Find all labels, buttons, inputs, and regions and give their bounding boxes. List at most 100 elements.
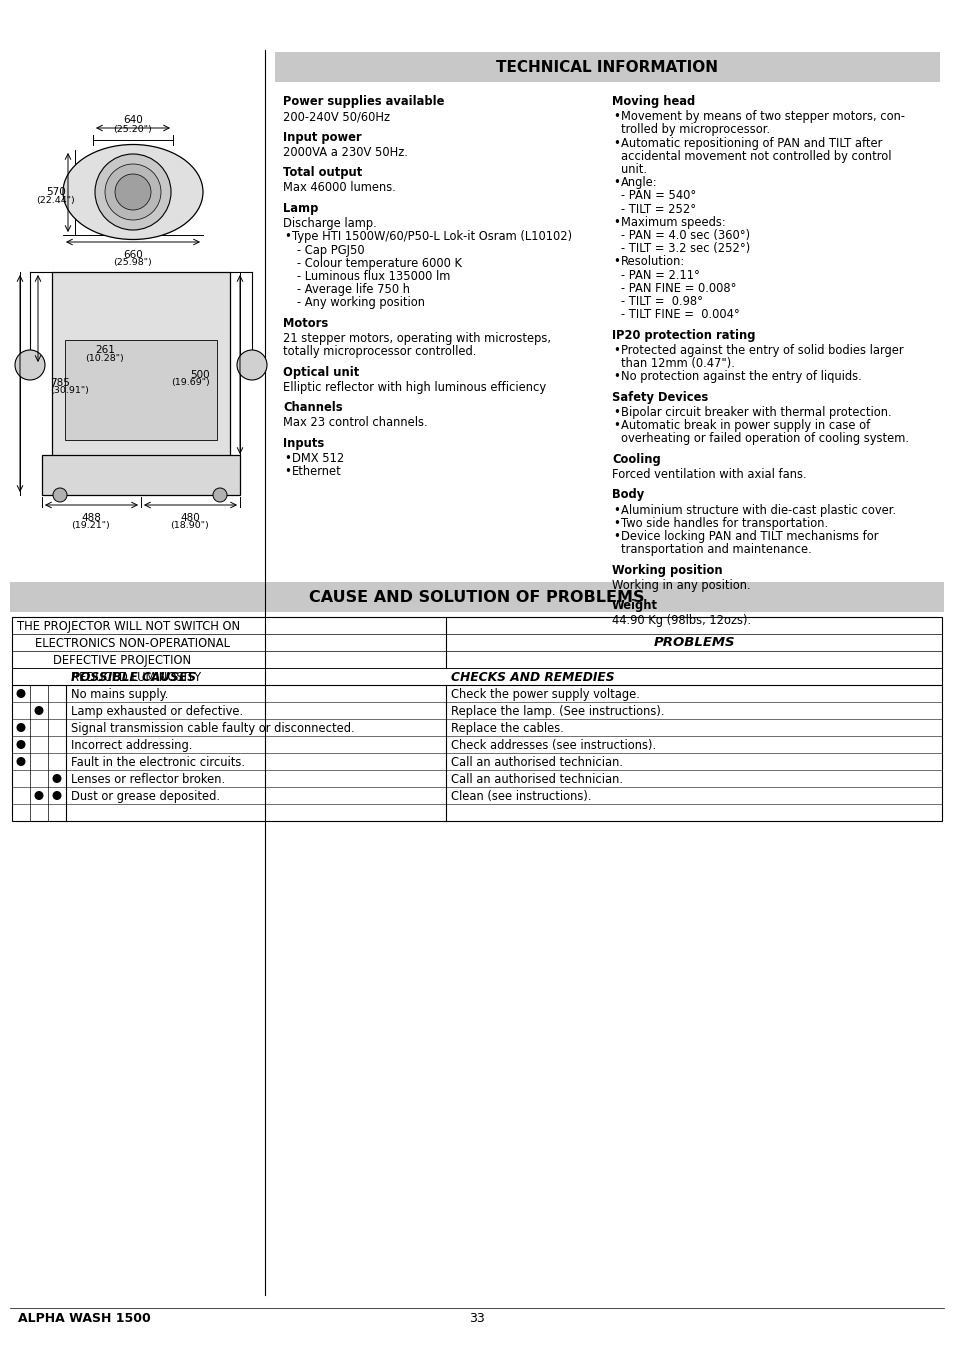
Circle shape <box>105 163 161 220</box>
Text: Check addresses (see instructions).: Check addresses (see instructions). <box>451 738 656 752</box>
Text: •: • <box>284 231 291 243</box>
Circle shape <box>213 487 227 502</box>
Text: 488: 488 <box>81 513 101 522</box>
Text: No mains supply.: No mains supply. <box>71 688 168 701</box>
Text: Clean (see instructions).: Clean (see instructions). <box>451 790 591 803</box>
Text: •: • <box>613 406 619 418</box>
Text: Lamp: Lamp <box>283 202 318 215</box>
Circle shape <box>52 774 61 783</box>
Text: - PAN FINE = 0.008°: - PAN FINE = 0.008° <box>620 282 736 294</box>
Circle shape <box>236 350 267 379</box>
Text: Input power: Input power <box>283 131 361 143</box>
Circle shape <box>16 757 26 765</box>
Text: Device locking PAN and TILT mechanisms for: Device locking PAN and TILT mechanisms f… <box>620 531 878 543</box>
Text: - TILT =  0.98°: - TILT = 0.98° <box>620 296 702 308</box>
Text: (25.20"): (25.20") <box>113 126 152 134</box>
Text: ALPHA WASH 1500: ALPHA WASH 1500 <box>18 1312 151 1324</box>
Text: Safety Devices: Safety Devices <box>612 390 707 404</box>
Text: 33: 33 <box>469 1312 484 1324</box>
Circle shape <box>52 791 61 801</box>
Text: (19.21"): (19.21") <box>71 521 111 531</box>
Text: Angle:: Angle: <box>620 177 657 189</box>
Text: Motors: Motors <box>283 317 328 329</box>
Text: IP20 protection rating: IP20 protection rating <box>612 328 755 342</box>
Circle shape <box>95 154 171 230</box>
Text: Power supplies available: Power supplies available <box>283 95 444 108</box>
Text: - TILT = 3.2 sec (252°): - TILT = 3.2 sec (252°) <box>620 242 749 255</box>
Text: Working position: Working position <box>612 563 721 576</box>
Text: Total output: Total output <box>283 166 362 180</box>
Bar <box>42 455 240 495</box>
Text: - Average life 750 h: - Average life 750 h <box>296 284 410 296</box>
Text: 480: 480 <box>180 513 200 522</box>
Text: Lenses or reflector broken.: Lenses or reflector broken. <box>71 774 225 786</box>
Text: unit.: unit. <box>620 163 646 176</box>
Text: overheating or failed operation of cooling system.: overheating or failed operation of cooli… <box>620 432 908 446</box>
Text: Protected against the entry of solid bodies larger: Protected against the entry of solid bod… <box>620 344 902 356</box>
Ellipse shape <box>63 144 203 239</box>
Text: •: • <box>613 177 619 189</box>
Text: Fault in the electronic circuits.: Fault in the electronic circuits. <box>71 756 245 770</box>
Text: Automatic break in power supply in case of: Automatic break in power supply in case … <box>620 418 869 432</box>
Circle shape <box>15 350 45 379</box>
Text: Lamp exhausted or defective.: Lamp exhausted or defective. <box>71 705 243 718</box>
Text: 640: 640 <box>123 115 143 126</box>
Text: (30.91"): (30.91") <box>50 386 89 396</box>
Text: than 12mm (0.47").: than 12mm (0.47"). <box>620 356 734 370</box>
Text: Call an authorised technician.: Call an authorised technician. <box>451 756 622 770</box>
Text: REDUCED LUMINOSITY: REDUCED LUMINOSITY <box>71 671 201 684</box>
Bar <box>274 53 939 82</box>
Text: Working in any position.: Working in any position. <box>612 579 750 591</box>
Text: Elliptic reflector with high luminous efficiency: Elliptic reflector with high luminous ef… <box>283 381 545 394</box>
Text: Weight: Weight <box>612 599 658 613</box>
Text: THE PROJECTOR WILL NOT SWITCH ON: THE PROJECTOR WILL NOT SWITCH ON <box>17 620 240 633</box>
Text: Dust or grease deposited.: Dust or grease deposited. <box>71 790 220 803</box>
Text: No protection against the entry of liquids.: No protection against the entry of liqui… <box>620 370 861 383</box>
Text: (22.44"): (22.44") <box>36 197 75 205</box>
Text: Maximum speeds:: Maximum speeds: <box>620 216 725 228</box>
Bar <box>52 271 230 458</box>
Text: totally microprocessor controlled.: totally microprocessor controlled. <box>283 346 476 358</box>
Text: - Colour temperature 6000 K: - Colour temperature 6000 K <box>296 256 461 270</box>
Text: Signal transmission cable faulty or disconnected.: Signal transmission cable faulty or disc… <box>71 722 355 734</box>
Text: •: • <box>613 531 619 543</box>
Bar <box>10 582 943 612</box>
Text: Automatic repositioning of PAN and TILT after: Automatic repositioning of PAN and TILT … <box>620 136 882 150</box>
Text: - PAN = 4.0 sec (360°): - PAN = 4.0 sec (360°) <box>620 230 749 242</box>
Text: 785: 785 <box>50 378 70 387</box>
Text: (18.90"): (18.90") <box>171 521 209 531</box>
Text: •: • <box>613 216 619 228</box>
Text: Incorrect addressing.: Incorrect addressing. <box>71 738 193 752</box>
Text: DEFECTIVE PROJECTION: DEFECTIVE PROJECTION <box>53 653 191 667</box>
Text: transportation and maintenance.: transportation and maintenance. <box>620 543 811 556</box>
Text: 660: 660 <box>123 250 143 261</box>
Text: Two side handles for transportation.: Two side handles for transportation. <box>620 517 827 529</box>
Bar <box>65 340 216 440</box>
Text: 2000VA a 230V 50Hz.: 2000VA a 230V 50Hz. <box>283 146 408 159</box>
Text: Movement by means of two stepper motors, con-: Movement by means of two stepper motors,… <box>620 111 904 123</box>
Text: - TILT FINE =  0.004°: - TILT FINE = 0.004° <box>620 308 739 321</box>
Text: CAUSE AND SOLUTION OF PROBLEMS: CAUSE AND SOLUTION OF PROBLEMS <box>309 590 644 605</box>
Text: - PAN = 540°: - PAN = 540° <box>620 189 696 202</box>
Text: Body: Body <box>612 489 643 501</box>
Text: (10.28"): (10.28") <box>86 354 124 363</box>
Circle shape <box>34 706 44 716</box>
Text: TECHNICAL INFORMATION: TECHNICAL INFORMATION <box>496 59 718 74</box>
Text: Replace the lamp. (See instructions).: Replace the lamp. (See instructions). <box>451 705 664 718</box>
Text: accidental movement not controlled by control: accidental movement not controlled by co… <box>620 150 890 163</box>
Text: Resolution:: Resolution: <box>620 255 684 269</box>
Text: CHECKS AND REMEDIES: CHECKS AND REMEDIES <box>451 671 614 684</box>
Text: 21 stepper motors, operating with microsteps,: 21 stepper motors, operating with micros… <box>283 332 551 346</box>
Text: •: • <box>613 504 619 517</box>
Text: Optical unit: Optical unit <box>283 366 359 378</box>
Text: Check the power supply voltage.: Check the power supply voltage. <box>451 688 639 701</box>
Text: •: • <box>613 255 619 269</box>
Text: Aluminium structure with die-cast plastic cover.: Aluminium structure with die-cast plasti… <box>620 504 895 517</box>
Text: - Any working position: - Any working position <box>296 296 424 309</box>
Text: ELECTRONICS NON-OPERATIONAL: ELECTRONICS NON-OPERATIONAL <box>35 637 230 649</box>
Text: Discharge lamp.: Discharge lamp. <box>283 217 376 230</box>
Text: •: • <box>613 111 619 123</box>
Circle shape <box>16 740 26 749</box>
Text: 570: 570 <box>46 188 66 197</box>
Text: 200-240V 50/60Hz: 200-240V 50/60Hz <box>283 111 390 123</box>
